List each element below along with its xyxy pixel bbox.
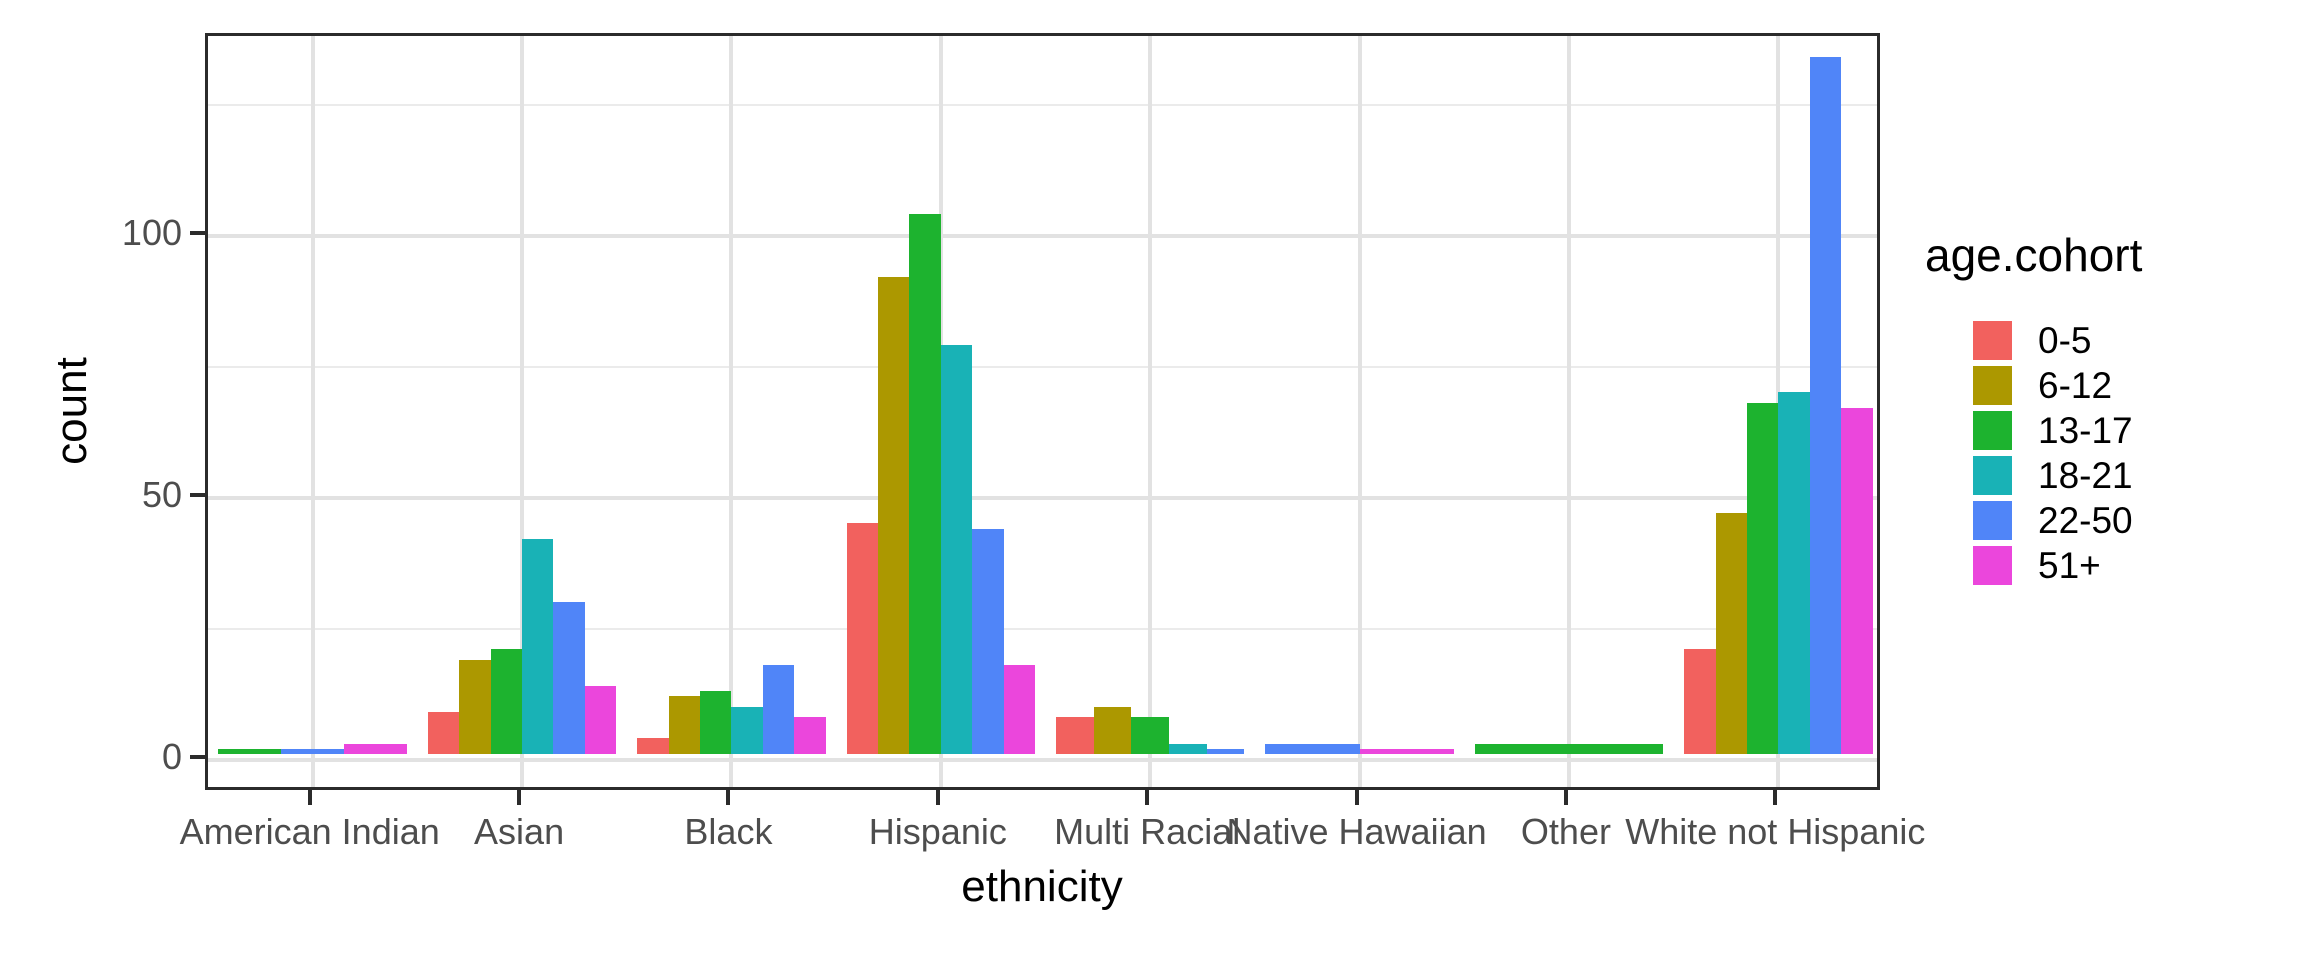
legend-label-22-50: 22-50 bbox=[2038, 499, 2133, 541]
gridline-minor-75 bbox=[208, 366, 1877, 368]
gridline-vertical-native-hawaiian bbox=[1357, 36, 1362, 787]
bar-multi-racial-18-21 bbox=[1169, 743, 1207, 754]
x-tick-black bbox=[726, 790, 731, 805]
x-tick-white-not-hispanic bbox=[1773, 790, 1778, 805]
bar-multi-racial-13-17 bbox=[1131, 717, 1170, 754]
bar-multi-racial-22-50 bbox=[1206, 748, 1245, 754]
legend-swatch-13-17 bbox=[1973, 411, 2012, 450]
y-tick-50 bbox=[190, 493, 205, 497]
x-tick-label-black: Black bbox=[684, 811, 773, 852]
bar-white-not-hispanic-51 bbox=[1841, 408, 1873, 754]
bar-black-0-5 bbox=[637, 738, 669, 754]
bar-white-not-hispanic-0-5 bbox=[1684, 649, 1716, 754]
legend-item-18-21: 18-21 bbox=[1973, 453, 2295, 498]
x-tick-label-multi-racial: Multi Racial bbox=[1054, 811, 1241, 852]
x-tick-asian bbox=[517, 790, 522, 805]
gridline-vertical-black bbox=[729, 36, 734, 787]
x-tick-native-hawaiian bbox=[1354, 790, 1359, 805]
bar-white-not-hispanic-6-12 bbox=[1715, 512, 1747, 754]
bar-american-indian-51 bbox=[344, 743, 407, 754]
bar-black-22-50 bbox=[762, 664, 795, 754]
legend-label-51: 51+ bbox=[2038, 544, 2101, 586]
bar-hispanic-22-50 bbox=[972, 528, 1004, 754]
legend-label-6-12: 6-12 bbox=[2038, 364, 2113, 406]
gridline-major-0 bbox=[208, 758, 1877, 762]
plot-panel bbox=[205, 33, 1880, 790]
bar-hispanic-18-21 bbox=[940, 345, 973, 754]
bar-asian-13-17 bbox=[490, 649, 523, 754]
bar-multi-racial-6-12 bbox=[1093, 706, 1132, 754]
gridline-minor-125 bbox=[208, 104, 1877, 106]
bar-asian-0-5 bbox=[427, 712, 460, 754]
bar-hispanic-0-5 bbox=[846, 523, 878, 754]
x-tick-american-indian bbox=[307, 790, 312, 805]
bar-white-not-hispanic-18-21 bbox=[1778, 392, 1810, 754]
bar-american-indian-22-50 bbox=[281, 748, 345, 754]
x-tick-multi-racial bbox=[1145, 790, 1150, 805]
bar-asian-6-12 bbox=[459, 659, 491, 754]
legend-label-0-5: 0-5 bbox=[2038, 319, 2092, 361]
gridline-major-100 bbox=[208, 234, 1877, 238]
legend-swatch-51 bbox=[1973, 546, 2012, 585]
bar-hispanic-13-17 bbox=[909, 214, 941, 754]
bar-black-18-21 bbox=[731, 706, 763, 754]
y-tick-label-50: 50 bbox=[141, 474, 182, 515]
x-axis-title: ethnicity bbox=[961, 862, 1123, 911]
legend-label-18-21: 18-21 bbox=[2038, 454, 2133, 496]
bar-american-indian-13-17 bbox=[218, 748, 282, 754]
legend-label-13-17: 13-17 bbox=[2038, 409, 2133, 451]
y-axis-title: count bbox=[46, 357, 96, 465]
gridline-vertical-multi-racial bbox=[1148, 36, 1153, 787]
bar-asian-18-21 bbox=[522, 539, 554, 754]
bar-native-hawaiian-51 bbox=[1359, 748, 1454, 754]
legend-swatch-18-21 bbox=[1973, 456, 2012, 495]
bar-white-not-hispanic-22-50 bbox=[1809, 57, 1842, 754]
x-tick-label-native-hawaiian: Native Hawaiian bbox=[1226, 811, 1487, 852]
y-tick-0 bbox=[190, 755, 205, 759]
legend: age.cohort 0-5 6-12 13-17 18-21 22-50 51+ bbox=[1925, 228, 2295, 588]
y-tick-100 bbox=[190, 231, 205, 235]
y-tick-label-100: 100 bbox=[121, 212, 182, 253]
bar-white-not-hispanic-13-17 bbox=[1746, 402, 1779, 754]
bar-multi-racial-0-5 bbox=[1055, 717, 1094, 754]
legend-items: 0-5 6-12 13-17 18-21 22-50 51+ bbox=[1925, 318, 2295, 588]
bar-black-6-12 bbox=[668, 696, 701, 754]
legend-item-13-17: 13-17 bbox=[1973, 408, 2295, 453]
legend-item-6-12: 6-12 bbox=[1973, 363, 2295, 408]
bar-asian-22-50 bbox=[553, 602, 585, 754]
x-tick-label-other: Other bbox=[1520, 811, 1611, 852]
legend-title: age.cohort bbox=[1925, 229, 2143, 281]
bar-asian-51 bbox=[584, 685, 617, 754]
legend-swatch-0-5 bbox=[1973, 321, 2012, 360]
legend-item-51: 51+ bbox=[1973, 543, 2295, 588]
gridline-minor-25 bbox=[208, 628, 1877, 630]
legend-swatch-6-12 bbox=[1973, 366, 2012, 405]
x-tick-hispanic bbox=[935, 790, 940, 805]
gridline-vertical-other bbox=[1566, 36, 1571, 787]
legend-item-0-5: 0-5 bbox=[1973, 318, 2295, 363]
gridline-major-50 bbox=[208, 496, 1877, 500]
gridline-vertical-asian bbox=[520, 36, 525, 787]
legend-item-22-50: 22-50 bbox=[1973, 498, 2295, 543]
bar-black-13-17 bbox=[700, 691, 732, 754]
x-tick-other bbox=[1563, 790, 1568, 805]
x-tick-label-asian: Asian bbox=[474, 811, 565, 852]
bar-other-13-17 bbox=[1474, 743, 1664, 754]
legend-swatch-22-50 bbox=[1973, 501, 2012, 540]
x-tick-label-white-not-hispanic: White not Hispanic bbox=[1625, 811, 1926, 852]
bar-black-51 bbox=[794, 717, 826, 754]
bar-hispanic-51 bbox=[1003, 664, 1036, 754]
x-tick-label-hispanic: Hispanic bbox=[868, 811, 1007, 852]
x-tick-label-american-indian: American Indian bbox=[179, 811, 440, 852]
y-tick-label-0: 0 bbox=[161, 736, 182, 777]
bar-hispanic-6-12 bbox=[878, 277, 910, 754]
bar-native-hawaiian-22-50 bbox=[1265, 743, 1360, 754]
gridline-vertical-american-indian bbox=[310, 36, 315, 787]
